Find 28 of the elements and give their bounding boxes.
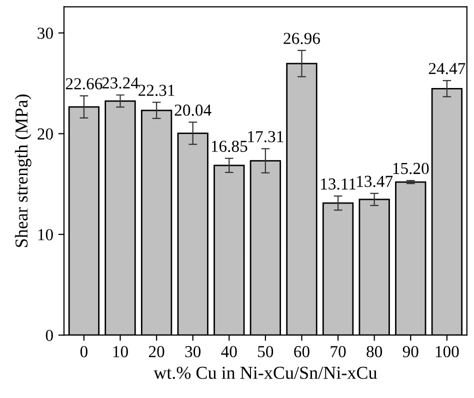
x-tick-label: 50 [258, 346, 274, 358]
x-tick-label: 100 [436, 346, 459, 358]
y-tick-label: 10 [38, 229, 53, 240]
data-label: 23.24 [102, 77, 139, 89]
y-tick-label: 30 [38, 28, 53, 39]
x-tick-label: 60 [294, 346, 310, 358]
y-tick-label: 20 [38, 128, 53, 140]
x-tick-label: 30 [185, 346, 201, 358]
data-label: 26.96 [284, 32, 320, 44]
x-axis-title: wt.% Cu in Ni-xCu/Sn/Ni-xCu [154, 366, 377, 379]
data-label: 13.11 [321, 178, 356, 190]
x-tick-label: 20 [148, 346, 164, 358]
data-label: 22.31 [138, 84, 174, 96]
x-tick-label: 10 [113, 346, 128, 358]
data-label: 13.47 [357, 176, 393, 188]
x-tick-label: 40 [221, 346, 237, 358]
x-tick-label: 80 [366, 346, 382, 358]
y-axis-title: Shear strength (MPa) [14, 94, 32, 247]
data-label: 17.31 [248, 131, 284, 142]
data-label: 16.85 [212, 140, 248, 152]
y-tick-label: 0 [46, 330, 53, 342]
data-label: 20.04 [174, 104, 212, 116]
x-tick-label: 90 [402, 346, 418, 358]
data-label: 24.47 [428, 62, 466, 74]
x-tick-label: 70 [330, 346, 346, 358]
data-label: 15.20 [393, 162, 429, 174]
data-label: 22.66 [66, 78, 102, 90]
x-tick-label: 0 [80, 346, 88, 358]
